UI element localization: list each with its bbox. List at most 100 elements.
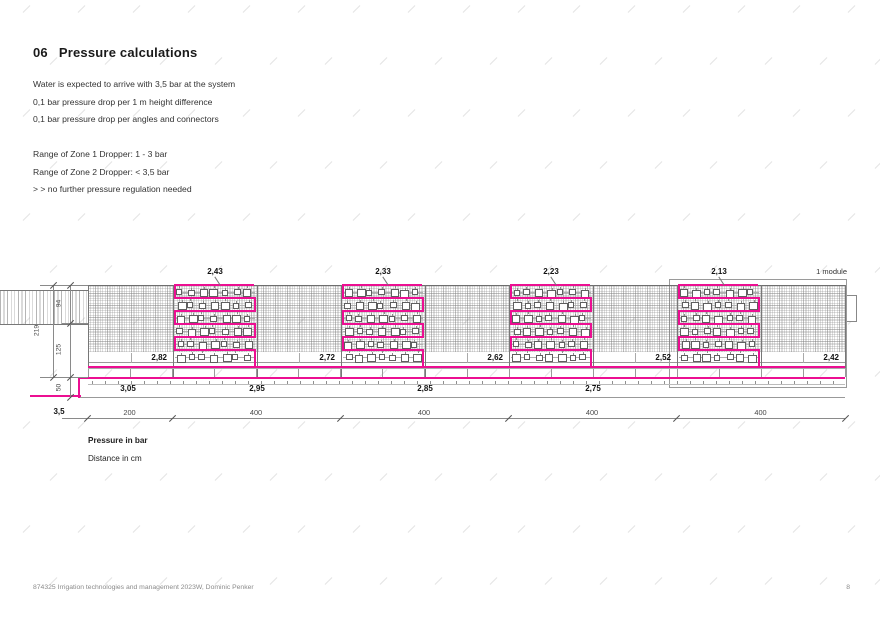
- plant-pot: [511, 315, 520, 324]
- height-dimension-line-segments: [70, 285, 71, 398]
- planter-divider: [718, 368, 720, 378]
- dripper-pipe-drop: [253, 349, 256, 368]
- dripper-tick: [287, 380, 288, 384]
- dripper-pipe-elbow-left: [510, 336, 513, 352]
- dripper-tick: [391, 380, 392, 384]
- plant-stem: [212, 325, 214, 328]
- dripper-tick: [586, 380, 587, 384]
- dripper-tick: [781, 380, 782, 384]
- planter-divider: [88, 368, 89, 378]
- dripper-tick: [755, 380, 756, 384]
- height-upper-label: 94: [55, 299, 63, 308]
- plant-pot: [379, 353, 386, 360]
- plant-pot: [243, 288, 252, 297]
- dripper-tick: [820, 380, 821, 384]
- plant-stem: [380, 339, 382, 343]
- pipe-pressure-label: 2,85: [417, 384, 433, 394]
- plant-stem: [538, 338, 539, 342]
- intro-line-3: 0,1 bar pressure drop per angles and con…: [33, 114, 219, 124]
- plant-pot: [736, 314, 743, 321]
- module-frame-vertical: [173, 285, 174, 377]
- dripper-pipe-elbow-left: [174, 310, 177, 326]
- plant-stem: [382, 351, 384, 354]
- plant-pot: [556, 289, 563, 296]
- planter-divider: [340, 368, 342, 378]
- plant-pot: [704, 328, 712, 335]
- plant-stem: [573, 352, 574, 356]
- plant-stem: [391, 313, 393, 317]
- dripper-tick: [157, 380, 158, 384]
- plant-stem: [685, 338, 687, 342]
- plant-pot: [390, 288, 399, 297]
- plant-stem: [526, 351, 528, 354]
- plant-stem: [215, 299, 217, 303]
- plant-stem: [539, 352, 541, 356]
- plant-pot: [377, 342, 385, 349]
- plant-pot: [681, 341, 690, 350]
- dripper-row-line: [88, 384, 845, 386]
- plant-pot: [355, 302, 364, 311]
- dripper-pipe-run: [510, 297, 590, 300]
- plant-stem: [238, 325, 239, 329]
- plant-pot: [343, 303, 351, 310]
- plant-pot: [345, 353, 353, 360]
- plant-stem: [694, 326, 696, 330]
- plant-stem: [696, 312, 698, 316]
- dripper-tick: [105, 380, 106, 384]
- planter-divider: [508, 368, 510, 378]
- dripper-tick: [508, 380, 509, 384]
- plant-stem: [178, 286, 180, 289]
- plant-stem: [225, 299, 226, 302]
- plant-pot: [220, 340, 227, 347]
- plant-stem: [349, 351, 350, 354]
- dripper-pipe-elbow-left: [678, 336, 681, 352]
- plant-pot: [412, 289, 419, 296]
- dripper-tick: [599, 380, 600, 384]
- dripper-tick: [235, 380, 236, 384]
- dripper-pipe-elbow-right: [421, 323, 424, 339]
- plant-stem: [551, 287, 553, 291]
- plant-stem: [225, 326, 226, 330]
- plant-pot: [401, 315, 408, 322]
- plant-pot: [680, 316, 687, 323]
- dripper-tick: [365, 380, 366, 384]
- plant-pot: [726, 315, 733, 322]
- dripper-pipe-run: [342, 284, 422, 287]
- wall-base-pressure-label: 2,52: [655, 352, 671, 362]
- module-frame-vertical: [341, 285, 342, 377]
- plant-stem: [226, 312, 228, 316]
- plant-pot: [522, 289, 530, 296]
- dripper-tick: [833, 380, 834, 384]
- plant-pot: [243, 327, 253, 336]
- plant-pot: [389, 341, 398, 350]
- dripper-pipe-run: [342, 336, 422, 339]
- distance-dimension-label: 200: [123, 407, 136, 417]
- plant-stem: [380, 300, 382, 304]
- plant-stem: [716, 286, 718, 289]
- one-module-label: 1 module: [816, 266, 847, 276]
- plant-stem: [750, 325, 752, 328]
- plant-pot: [245, 341, 254, 350]
- plant-pot: [512, 340, 519, 347]
- planter-divider: [550, 368, 552, 378]
- plant-stem: [696, 287, 698, 291]
- plant-stem: [358, 313, 360, 317]
- plant-pot: [175, 327, 183, 334]
- plant-stem: [223, 338, 225, 341]
- plant-stem: [189, 299, 191, 302]
- plant-pot: [355, 341, 365, 350]
- plant-pot: [367, 354, 377, 363]
- dripper-pipe-run: [510, 284, 590, 287]
- dripper-tick: [378, 380, 379, 384]
- plant-stem: [706, 312, 707, 315]
- plant-pot: [176, 355, 186, 364]
- dripper-tick: [131, 380, 132, 384]
- dripper-tick: [729, 380, 730, 384]
- plant-pot: [222, 354, 232, 363]
- plant-pot: [511, 354, 521, 363]
- planter-divider: [802, 368, 804, 378]
- plant-stem: [191, 287, 193, 291]
- plant-pot: [680, 355, 688, 362]
- dripper-tick: [274, 380, 275, 384]
